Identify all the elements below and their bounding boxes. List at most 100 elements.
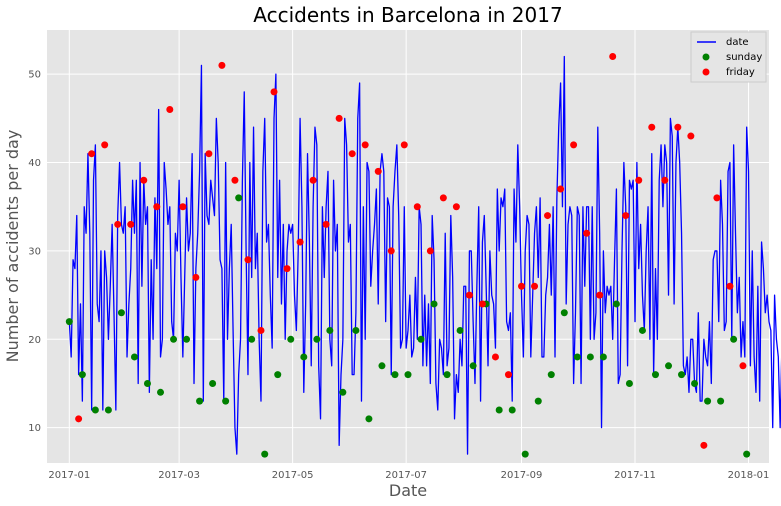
sunday-point — [248, 335, 256, 343]
sunday-point — [704, 397, 712, 405]
sunday-point — [495, 406, 503, 414]
sunday-point — [209, 379, 217, 387]
sunday-point — [365, 415, 373, 423]
friday-point — [75, 415, 83, 423]
legend-friday-swatch — [702, 68, 710, 76]
friday-point — [596, 291, 604, 299]
friday-point — [296, 238, 304, 246]
line-layer — [68, 55, 781, 455]
series-line-date — [68, 55, 781, 455]
friday-point — [570, 141, 578, 149]
sunday-point — [430, 300, 438, 308]
sunday-point — [352, 326, 360, 334]
friday-point — [491, 353, 499, 361]
friday-point — [661, 176, 669, 184]
friday-point — [257, 326, 265, 334]
sunday-point — [196, 397, 204, 405]
sunday-point — [104, 406, 112, 414]
legend: date sunday friday — [690, 31, 767, 83]
sunday-point — [130, 353, 138, 361]
friday-point — [127, 220, 135, 228]
sunday-point — [404, 371, 412, 379]
sunday-point — [717, 397, 725, 405]
sunday-point — [170, 335, 178, 343]
x-ticks: 2017-01 2017-03 2017-05 2017-07 2017-09 2017-… — [48, 470, 769, 481]
x-tick-label: 2017-03 — [158, 470, 200, 481]
friday-point — [544, 212, 552, 220]
legend-sunday-swatch — [702, 53, 710, 61]
friday-point — [335, 114, 343, 122]
sunday-point — [274, 371, 282, 379]
friday-point — [348, 150, 356, 158]
friday-point — [478, 300, 486, 308]
friday-point — [439, 194, 447, 202]
grid-lines — [47, 30, 769, 463]
friday-point — [88, 150, 96, 158]
friday-point — [687, 132, 695, 140]
sunday-point — [456, 326, 464, 334]
friday-point — [101, 141, 109, 149]
friday-point — [270, 88, 278, 96]
sunday-point — [261, 450, 269, 458]
friday-point — [635, 176, 643, 184]
friday-point — [244, 256, 252, 264]
friday-point — [231, 176, 239, 184]
sunday-point — [443, 371, 451, 379]
sunday-point — [339, 388, 347, 396]
y-tick-label: 30 — [28, 246, 41, 257]
y-tick-label: 10 — [28, 423, 41, 434]
friday-point — [166, 106, 174, 114]
friday-point — [739, 362, 747, 370]
friday-point — [609, 53, 617, 61]
friday-point — [205, 150, 213, 158]
sunday-point — [313, 335, 321, 343]
sunday-point — [143, 379, 151, 387]
friday-point — [504, 371, 512, 379]
sunday-point — [91, 406, 99, 414]
friday-point — [309, 176, 317, 184]
sunday-point — [235, 194, 243, 202]
friday-point — [153, 203, 161, 211]
sunday-point — [117, 309, 125, 317]
sunday-point — [743, 450, 751, 458]
sunday-point — [730, 335, 738, 343]
sunday-point — [665, 362, 673, 370]
friday-point — [700, 441, 708, 449]
friday-point — [648, 123, 656, 131]
sunday-point — [78, 371, 86, 379]
sunday-point — [691, 379, 699, 387]
friday-point — [426, 247, 434, 255]
legend-friday-label: friday — [726, 67, 755, 78]
sunday-point — [612, 300, 620, 308]
sunday-point — [222, 397, 230, 405]
friday-point — [674, 123, 682, 131]
friday-point — [583, 229, 591, 237]
friday-point — [531, 282, 539, 290]
scatter-layer — [65, 53, 751, 458]
x-tick-label: 2017-11 — [614, 470, 656, 481]
sunday-point — [157, 388, 165, 396]
friday-point — [518, 282, 526, 290]
sunday-point — [469, 362, 477, 370]
friday-point — [140, 176, 148, 184]
y-tick-label: 40 — [28, 158, 41, 169]
sunday-point — [534, 397, 542, 405]
sunday-point — [508, 406, 516, 414]
friday-point — [713, 194, 721, 202]
friday-point — [726, 282, 734, 290]
friday-point — [387, 247, 395, 255]
sunday-point — [625, 379, 633, 387]
x-tick-label: 2017-05 — [272, 470, 314, 481]
sunday-point — [599, 353, 607, 361]
x-tick-label: 2017-07 — [385, 470, 427, 481]
friday-point — [192, 273, 200, 281]
friday-point — [452, 203, 460, 211]
friday-point — [622, 212, 630, 220]
x-tick-label: 2018-01 — [728, 470, 770, 481]
sunday-point — [391, 371, 399, 379]
sunday-point — [300, 353, 308, 361]
friday-point — [218, 61, 226, 69]
y-axis-label: Number of accidents per day — [3, 130, 22, 363]
y-tick-label: 20 — [28, 335, 41, 346]
